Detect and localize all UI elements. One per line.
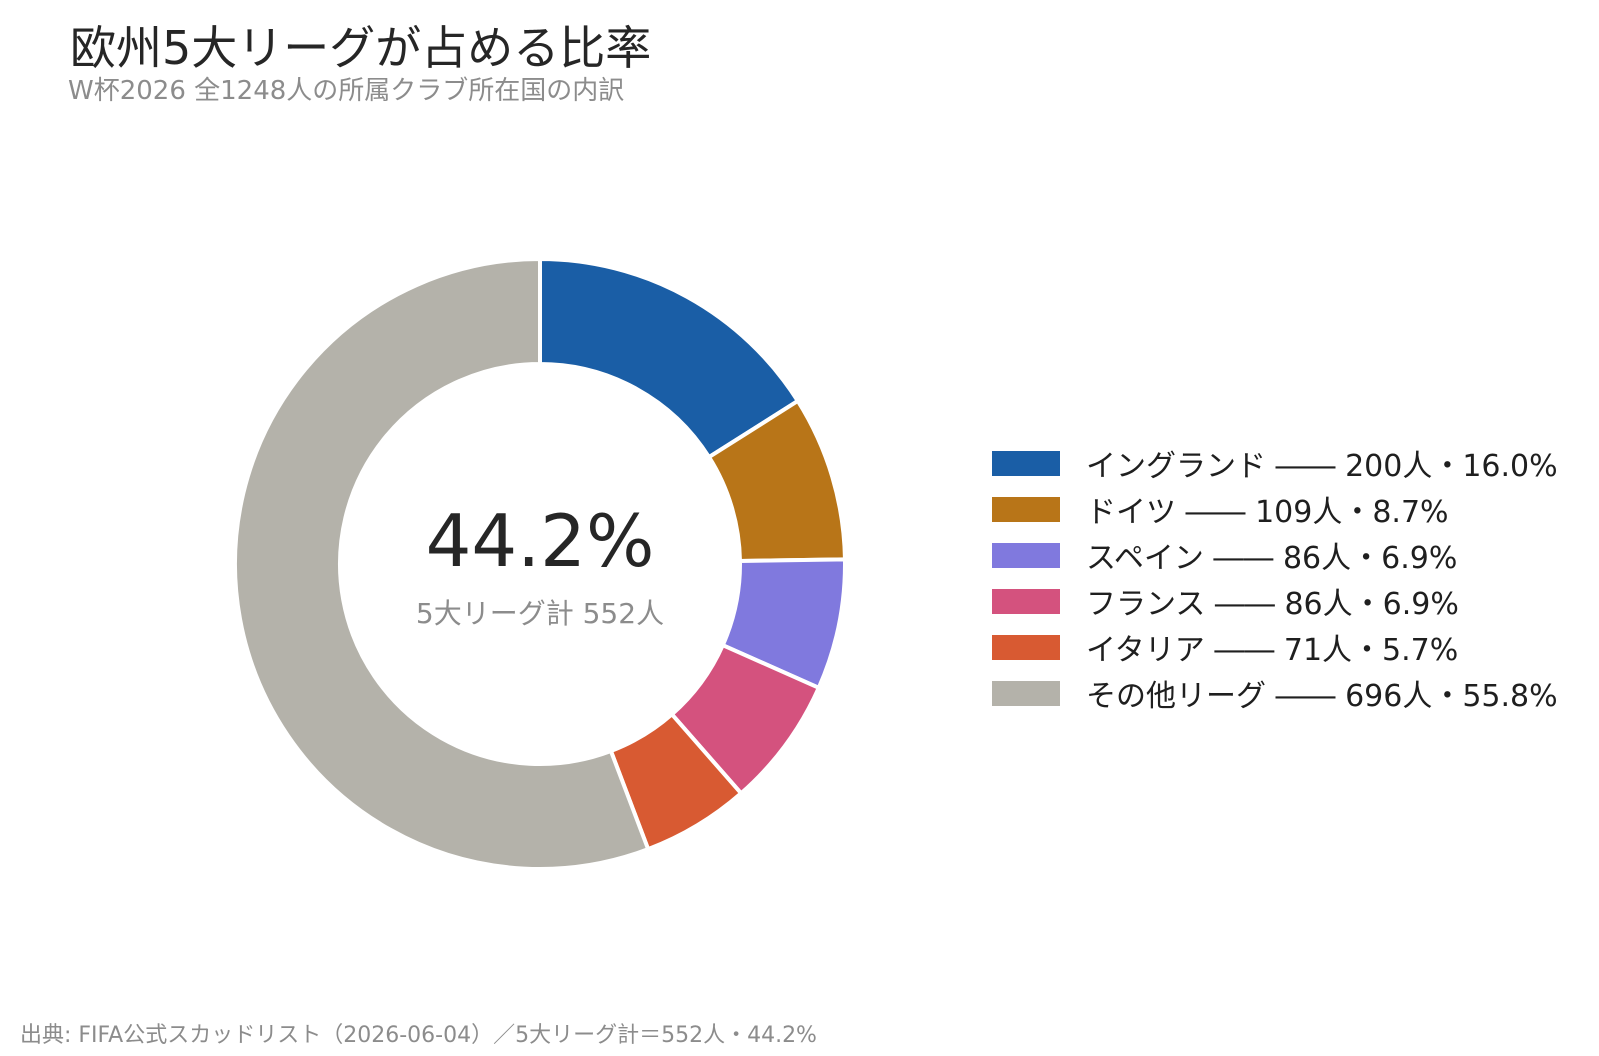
legend-item: その他リーグ ―― 696人・55.8%: [992, 670, 1558, 716]
legend-swatch: [992, 542, 1060, 568]
chart-subtitle: W杯2026 全1248人の所属クラブ所在国の内訳: [68, 76, 625, 106]
center-value: 44.2%: [426, 499, 655, 583]
legend-item: スペイン ―― 86人・6.9%: [992, 532, 1558, 578]
legend-label: その他リーグ ―― 696人・55.8%: [1086, 679, 1558, 714]
slice-6: [233, 257, 651, 871]
center-label: 5大リーグ計 552人: [416, 597, 664, 630]
legend-label: ドイツ ―― 109人・8.7%: [1086, 495, 1449, 530]
legend-swatch: [992, 634, 1060, 660]
legend-swatch: [992, 680, 1060, 706]
legend-label: フランス ―― 86人・6.9%: [1086, 587, 1459, 622]
legend-label: イタリア ―― 71人・5.7%: [1086, 633, 1459, 668]
legend-label: イングランド ―― 200人・16.0%: [1086, 449, 1558, 484]
donut-slices: [233, 257, 847, 871]
legend-item: イタリア ―― 71人・5.7%: [992, 624, 1558, 670]
legend-swatch: [992, 496, 1060, 522]
chart-title: 欧州5大リーグが占める比率: [70, 21, 652, 75]
source-note: 出典: FIFA公式スカッドリスト（2026-06-04）／5大リーグ計＝552…: [20, 1023, 817, 1048]
legend-item: ドイツ ―― 109人・8.7%: [992, 486, 1558, 532]
legend: イングランド ―― 200人・16.0% ドイツ ―― 109人・8.7% スペイン…: [992, 440, 1558, 716]
legend-label: スペイン ―― 86人・6.9%: [1086, 541, 1458, 576]
legend-swatch: [992, 588, 1060, 614]
legend-item: フランス ―― 86人・6.9%: [992, 578, 1558, 624]
legend-item: イングランド ―― 200人・16.0%: [992, 440, 1558, 486]
legend-swatch: [992, 450, 1060, 476]
